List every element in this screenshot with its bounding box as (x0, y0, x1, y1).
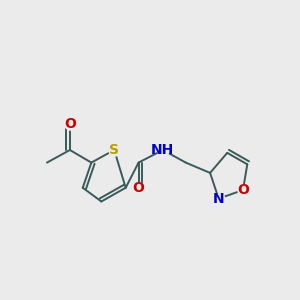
Text: NH: NH (151, 143, 175, 157)
Text: S: S (109, 143, 119, 157)
Text: O: O (133, 181, 145, 195)
Text: O: O (64, 117, 76, 131)
Text: N: N (213, 192, 224, 206)
Text: O: O (237, 183, 249, 197)
